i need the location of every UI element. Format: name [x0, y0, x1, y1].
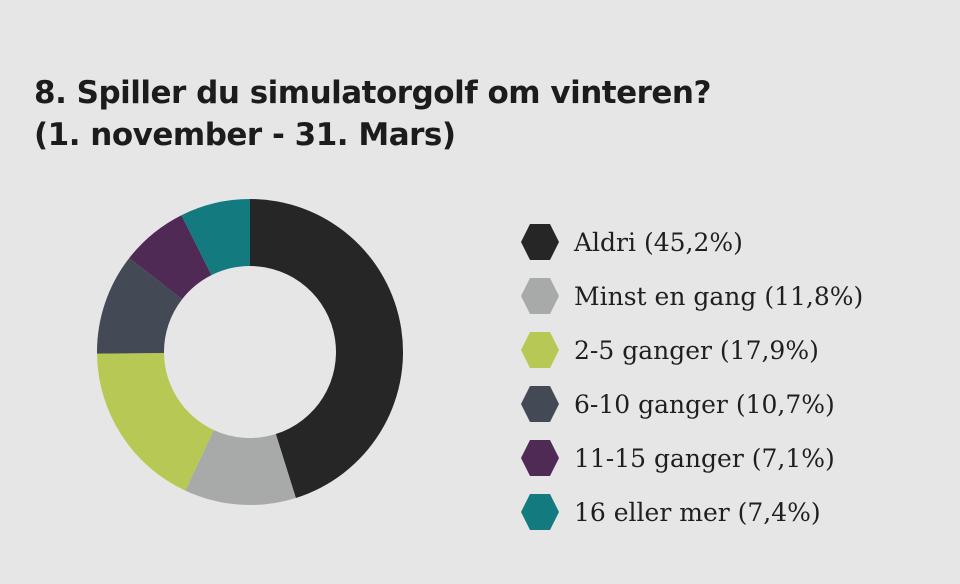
donut-slice-3	[97, 258, 183, 354]
legend-label: 16 eller mer (7,4%)	[574, 497, 821, 527]
legend-hexagon-icon	[521, 224, 559, 260]
chart-legend: Aldri (45,2%) Minst en gang (11,8%) 2-5 …	[520, 215, 863, 539]
donut-slice-1	[185, 429, 296, 506]
legend-label: Minst en gang (11,8%)	[574, 281, 864, 311]
donut-slice-5	[181, 199, 250, 276]
donut-slice-4	[129, 215, 212, 300]
donut-chart	[97, 199, 404, 506]
legend-item-6-10-ganger: 6-10 ganger (10,7%)	[520, 377, 863, 431]
donut-slice-0	[250, 199, 404, 498]
legend-item-16-eller-mer: 16 eller mer (7,4%)	[520, 485, 863, 539]
legend-item-minst-en-gang: Minst en gang (11,8%)	[520, 269, 863, 323]
legend-label: 2-5 ganger (17,9%)	[574, 335, 819, 365]
donut-slice-2	[97, 352, 214, 491]
legend-hexagon-icon	[521, 440, 559, 476]
legend-item-11-15-ganger: 11-15 ganger (7,1%)	[520, 431, 863, 485]
legend-item-aldri: Aldri (45,2%)	[520, 215, 863, 269]
legend-item-2-5-ganger: 2-5 ganger (17,9%)	[520, 323, 863, 377]
legend-hexagon-icon	[521, 278, 559, 314]
legend-hexagon-icon	[521, 332, 559, 368]
chart-title: 8. Spiller du simulatorgolf om vinteren?…	[34, 72, 712, 156]
chart-title-line-2: (1. november - 31. Mars)	[34, 117, 456, 153]
legend-hexagon-icon	[521, 386, 559, 422]
legend-hexagon-icon	[521, 494, 559, 530]
legend-label: 6-10 ganger (10,7%)	[574, 389, 835, 419]
legend-label: Aldri (45,2%)	[574, 227, 743, 257]
legend-label: 11-15 ganger (7,1%)	[574, 443, 835, 473]
chart-title-line-1: 8. Spiller du simulatorgolf om vinteren?	[34, 75, 712, 111]
